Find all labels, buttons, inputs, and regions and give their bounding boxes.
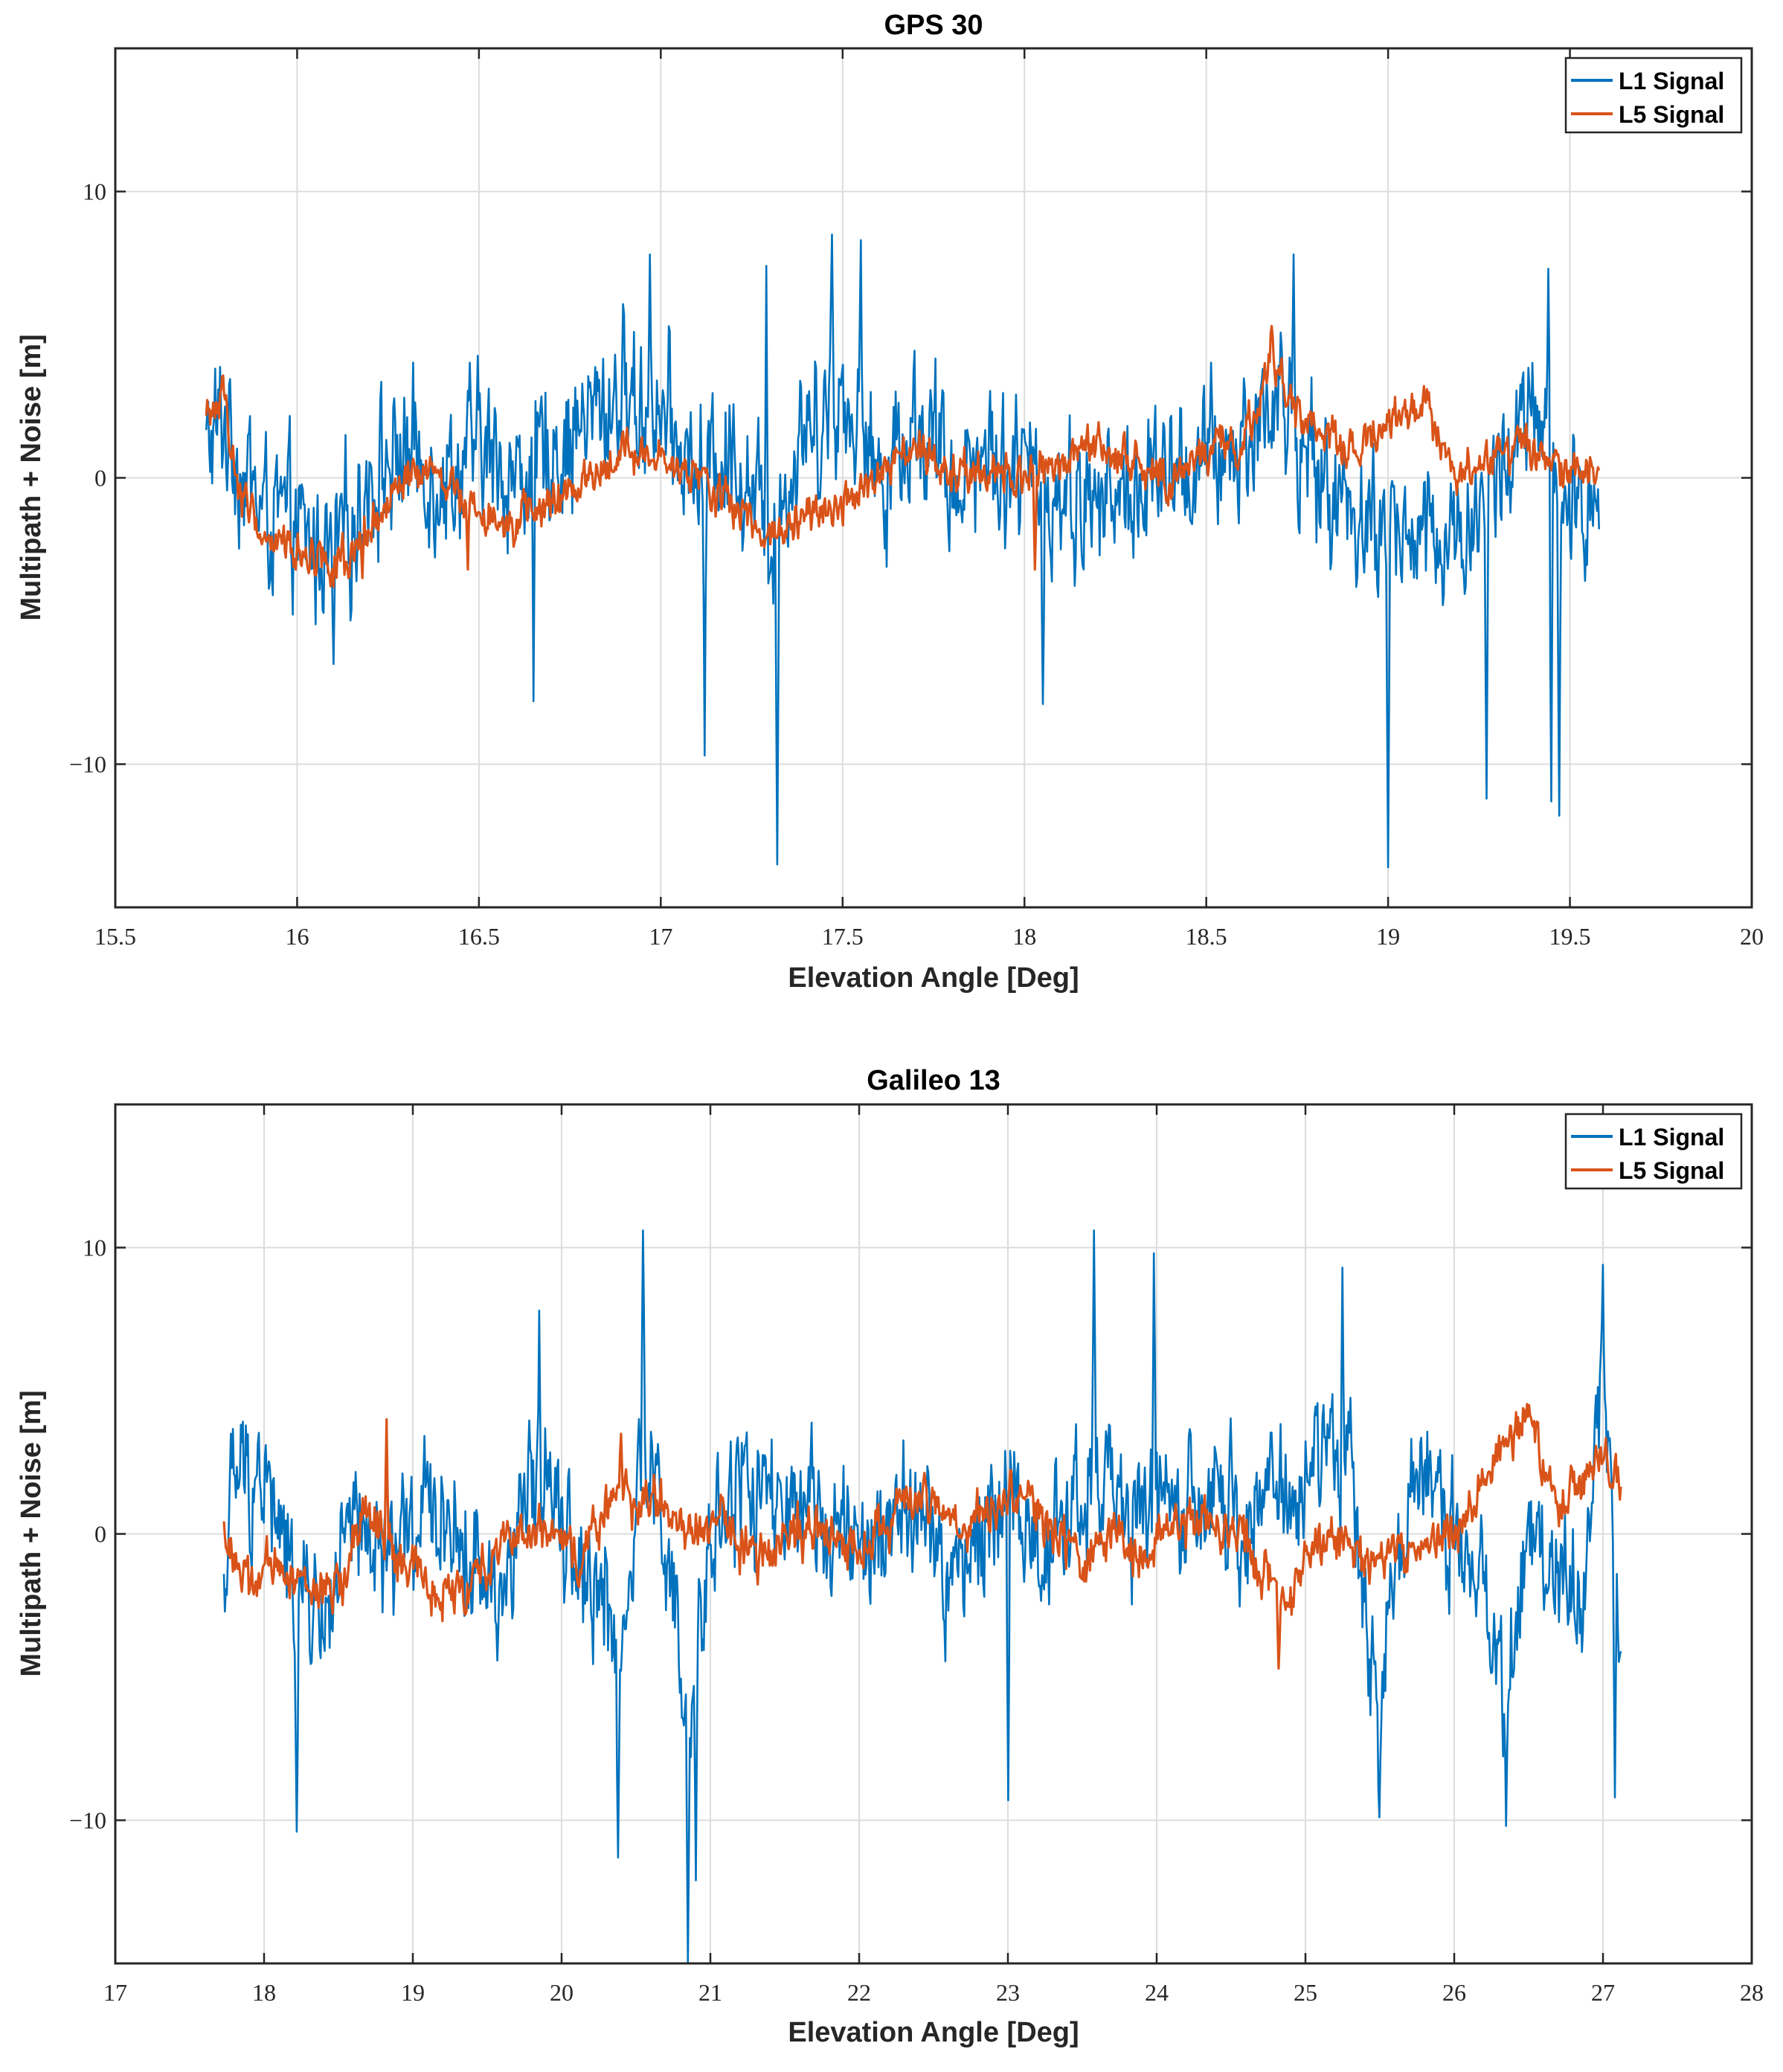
x-tick-label: 27 bbox=[1591, 1979, 1615, 2006]
legend-label-l5: L5 Signal bbox=[1619, 1157, 1724, 1184]
x-axis-label: Elevation Angle [Deg] bbox=[788, 2017, 1079, 2048]
x-tick-label: 20 bbox=[550, 1979, 574, 2006]
x-tick-label: 16.5 bbox=[458, 923, 500, 950]
series-line-l1-signal bbox=[205, 234, 1600, 869]
x-tick-label: 15.5 bbox=[94, 923, 136, 950]
chart-title: GPS 30 bbox=[884, 10, 983, 41]
series-lines bbox=[222, 1229, 1622, 1965]
x-tick-label: 23 bbox=[996, 1979, 1020, 2006]
chart-galileo-13: Galileo 13 17 18 19 20 21 22 23 24 25 26 27 28−1001… bbox=[16, 1065, 1764, 2048]
legend-box bbox=[1564, 1113, 1743, 1190]
x-tick-label: 18 bbox=[1012, 923, 1036, 950]
x-tick-label: 20 bbox=[1740, 923, 1764, 950]
series-lines bbox=[205, 234, 1601, 869]
y-tick-label: 0 bbox=[94, 465, 106, 492]
series-line-l5-signal bbox=[222, 1403, 1622, 1670]
y-tick-label: −10 bbox=[69, 751, 106, 778]
y-tick-label: 0 bbox=[94, 1521, 106, 1548]
x-tick-label: 19.5 bbox=[1549, 923, 1591, 950]
chart-gps-30: GPS 30 15.5 16 16.5 17 17.5 18 18.5 19 19.5 20 −10… bbox=[16, 10, 1764, 994]
legend: L1 Signal L5 Signal bbox=[1564, 1113, 1743, 1190]
legend-box bbox=[1564, 57, 1743, 134]
y-axis-label: Multipath + Noise [m] bbox=[16, 1390, 47, 1676]
chart-title: Galileo 13 bbox=[867, 1065, 1000, 1096]
legend-label-l1: L1 Signal bbox=[1619, 68, 1724, 94]
x-axis-label: Elevation Angle [Deg] bbox=[788, 962, 1079, 994]
x-tick-label: 24 bbox=[1145, 1979, 1169, 2006]
x-tick-label: 17 bbox=[103, 1979, 127, 2006]
y-tick-label: 10 bbox=[83, 178, 106, 205]
legend-label-l5: L5 Signal bbox=[1619, 101, 1724, 128]
y-tick-label: −10 bbox=[69, 1807, 106, 1834]
x-tick-label: 17.5 bbox=[822, 923, 864, 950]
y-tick-label: 10 bbox=[83, 1235, 106, 1261]
series-line-l5-signal bbox=[205, 324, 1601, 588]
y-axis-label: Multipath + Noise [m] bbox=[16, 334, 47, 620]
x-tick-label: 19 bbox=[401, 1979, 425, 2006]
legend: L1 Signal L5 Signal bbox=[1564, 57, 1743, 134]
x-tick-label: 18.5 bbox=[1186, 923, 1227, 950]
x-tick-label: 22 bbox=[847, 1979, 871, 2006]
x-tick-label: 21 bbox=[698, 1979, 722, 2006]
series-line-l1-signal bbox=[222, 1229, 1622, 1965]
legend-label-l1: L1 Signal bbox=[1619, 1124, 1724, 1151]
x-tick-label: 16 bbox=[285, 923, 309, 950]
x-tick-label: 28 bbox=[1740, 1979, 1764, 2006]
x-tick-label: 19 bbox=[1376, 923, 1400, 950]
x-tick-label: 18 bbox=[252, 1979, 276, 2006]
x-tick-label: 25 bbox=[1294, 1979, 1317, 2006]
tick-labels: 17 18 19 20 21 22 23 24 25 26 27 28 −10 0 10 bbox=[69, 1104, 1764, 2006]
x-tick-label: 17 bbox=[649, 923, 672, 950]
tick-labels: 15.5 16 16.5 17 17.5 18 18.5 19 19.5 20 −10 0 10 bbox=[69, 48, 1764, 950]
x-tick-label: 26 bbox=[1442, 1979, 1466, 2006]
